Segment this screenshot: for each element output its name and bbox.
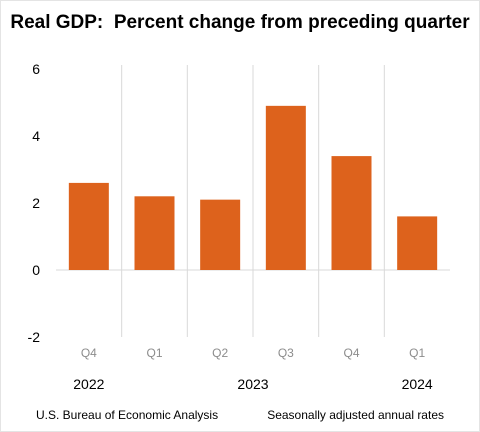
source-note: U.S. Bureau of Economic Analysis bbox=[36, 408, 219, 422]
x-tick-label: Q1 bbox=[409, 346, 425, 360]
y-tick-label: -2 bbox=[28, 329, 41, 345]
bar bbox=[265, 105, 306, 270]
chart-title: Real GDP: Percent change from preceding … bbox=[10, 12, 470, 33]
bar bbox=[331, 156, 372, 270]
x-tick-label: Q1 bbox=[146, 346, 162, 360]
bar bbox=[134, 196, 175, 270]
year-label: 2024 bbox=[402, 376, 433, 392]
x-tick-label: Q4 bbox=[343, 346, 359, 360]
y-tick-label: 2 bbox=[32, 195, 40, 211]
rate-note: Seasonally adjusted annual rates bbox=[267, 408, 444, 422]
x-tick-label: Q2 bbox=[212, 346, 228, 360]
bar bbox=[397, 216, 438, 270]
year-label: 2022 bbox=[73, 376, 104, 392]
y-tick-label: 6 bbox=[32, 61, 40, 77]
x-tick-label: Q3 bbox=[278, 346, 294, 360]
bar bbox=[68, 182, 109, 270]
bar bbox=[200, 199, 241, 270]
year-label: 2023 bbox=[237, 376, 268, 392]
y-tick-label: 0 bbox=[32, 262, 40, 278]
x-tick-label: Q4 bbox=[81, 346, 97, 360]
y-tick-label: 4 bbox=[32, 128, 40, 144]
